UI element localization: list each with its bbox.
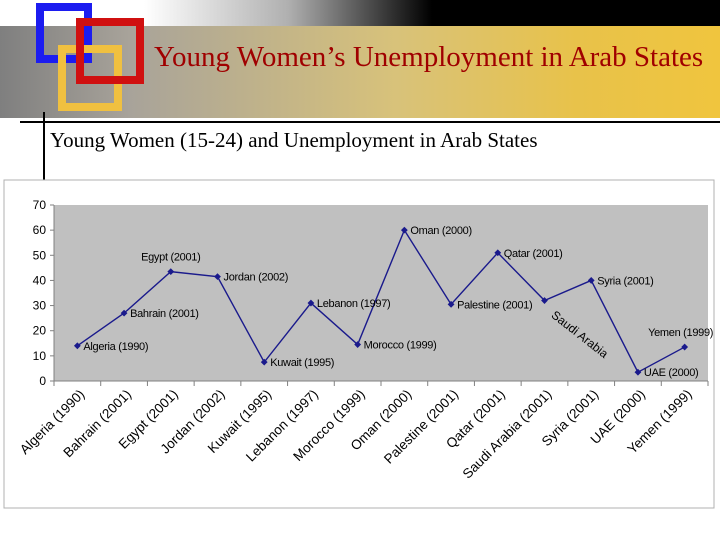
data-label: Jordan (2002) <box>224 272 289 284</box>
data-label: Algeria (1990) <box>83 341 148 353</box>
data-point <box>681 343 689 351</box>
data-label: Egypt (2001) <box>141 252 200 264</box>
data-label: Bahrain (2001) <box>130 308 199 320</box>
data-point <box>354 341 362 348</box>
title-rule-vertical <box>43 112 45 180</box>
data-label: Syria (2001) <box>597 275 653 287</box>
data-label: Oman (2000) <box>410 225 472 237</box>
y-tick-label: 40 <box>33 273 47 287</box>
slide-subtitle: Young Women (15-24) and Unemployment in … <box>50 128 538 152</box>
y-tick-label: 70 <box>33 198 47 212</box>
data-label: Lebanon (1997) <box>317 298 390 310</box>
data-point <box>167 268 175 276</box>
data-point <box>400 226 408 234</box>
data-label: Morocco (1999) <box>364 340 437 352</box>
data-point <box>634 368 642 376</box>
data-labels: Algeria (1990) Bahrain (2001) Egypt (2001)… <box>83 225 713 379</box>
data-label: Palestine (2001) <box>457 299 532 311</box>
data-point <box>214 273 221 281</box>
data-label: Qatar (2001) <box>504 248 563 260</box>
plot-area <box>54 205 708 381</box>
series-line <box>76 228 685 374</box>
data-label: Kuwait (1995) <box>270 357 334 369</box>
red-square-decoration <box>76 18 144 84</box>
data-label: Yemen (1999) <box>648 327 713 339</box>
series-unemployment <box>73 226 689 376</box>
data-point <box>120 309 128 317</box>
data-point <box>447 300 455 308</box>
y-tick-label: 10 <box>33 349 47 363</box>
data-point <box>494 249 502 257</box>
data-point <box>541 297 548 304</box>
title-rule <box>20 121 720 123</box>
data-point <box>73 342 81 350</box>
data-point <box>587 277 595 284</box>
y-tick-label: 0 <box>39 374 46 388</box>
data-label: UAE (2000) <box>644 367 698 379</box>
data-point <box>260 358 268 366</box>
y-tick-label: 20 <box>33 324 47 338</box>
y-tick-label: 60 <box>33 223 47 237</box>
slide-title: Young Women’s Unemployment in Arab State… <box>154 41 704 73</box>
y-tick-label: 50 <box>33 248 47 262</box>
data-point <box>307 299 315 307</box>
y-axis: 0 10 20 30 40 50 60 70 <box>33 198 55 388</box>
y-tick-label: 30 <box>33 299 47 313</box>
